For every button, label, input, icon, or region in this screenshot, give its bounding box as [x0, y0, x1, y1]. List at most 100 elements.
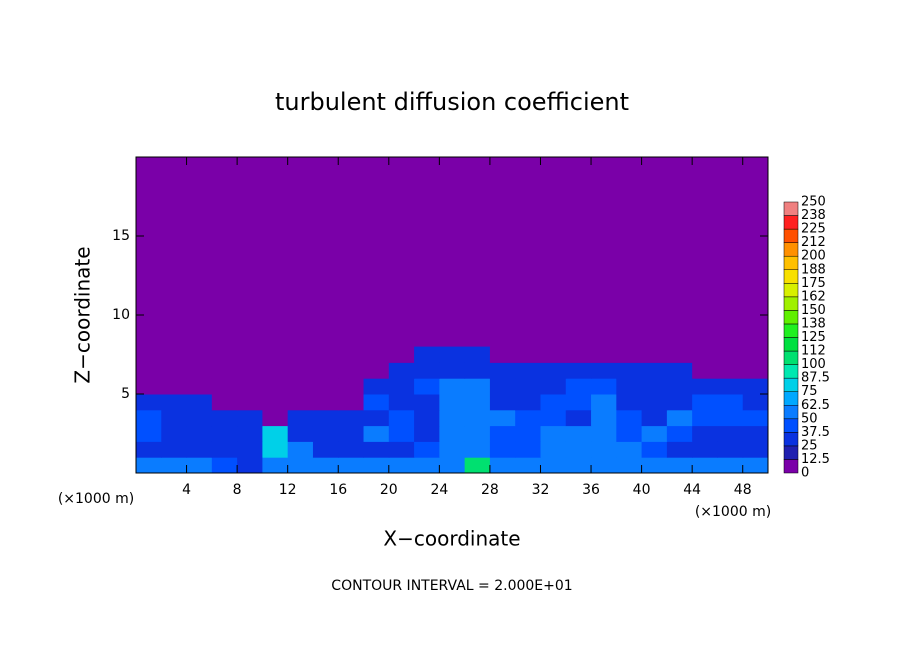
cell	[717, 441, 744, 458]
cell	[338, 457, 365, 474]
cell	[388, 346, 415, 363]
colorbar-band	[783, 391, 799, 406]
cell	[237, 362, 263, 379]
cell	[363, 394, 390, 411]
cell	[692, 425, 718, 442]
cell	[363, 362, 390, 379]
cell	[262, 425, 289, 442]
colorbar-band	[783, 364, 799, 379]
cell	[388, 441, 415, 458]
cell	[464, 346, 491, 363]
colorbar-band	[783, 242, 799, 257]
cell	[692, 362, 718, 379]
cell	[540, 441, 567, 458]
cell	[338, 378, 365, 395]
colorbar-label: 112	[801, 344, 826, 359]
x-unit: (×1000 m)	[695, 504, 771, 520]
cell	[237, 441, 263, 458]
x-tick-label: 32	[532, 482, 550, 498]
cell	[565, 346, 592, 363]
cell	[262, 346, 289, 363]
cell	[414, 441, 440, 458]
y-axis-label: Z−coordinate	[71, 246, 95, 383]
cell	[211, 441, 238, 458]
cell	[186, 362, 213, 379]
cell	[641, 425, 668, 442]
cell	[161, 362, 188, 379]
cell	[540, 425, 567, 442]
cell	[565, 425, 592, 442]
cell	[136, 346, 162, 363]
cell	[439, 409, 466, 427]
colorbar-label: 188	[801, 262, 826, 277]
cell	[666, 378, 693, 395]
cell	[186, 457, 213, 474]
cell	[464, 441, 491, 458]
x-unit: (×1000 m)	[58, 491, 134, 507]
cell	[211, 425, 238, 442]
cell	[136, 457, 162, 474]
cell	[717, 346, 744, 363]
colorbar-label: 238	[801, 208, 826, 223]
x-tick-label: 12	[279, 482, 297, 498]
cell	[211, 409, 238, 427]
colorbar-band	[783, 418, 799, 433]
cell	[186, 346, 213, 363]
cell	[136, 409, 162, 427]
cell	[237, 409, 263, 427]
x-tick-label: 36	[582, 482, 600, 498]
cell	[414, 362, 440, 379]
cell	[591, 409, 617, 427]
cell	[565, 409, 592, 427]
cell	[489, 441, 516, 458]
cell	[515, 457, 541, 474]
y-tick-label: 10	[112, 307, 130, 323]
cell	[641, 457, 668, 474]
colorbar-band	[783, 323, 799, 338]
cell	[363, 457, 390, 474]
cell	[692, 409, 718, 427]
cell	[161, 441, 188, 458]
cell	[186, 378, 213, 395]
cell	[388, 362, 415, 379]
cell	[565, 378, 592, 395]
cell	[414, 425, 440, 442]
cell	[287, 409, 314, 427]
cell	[338, 425, 365, 442]
cell	[464, 378, 491, 395]
cell	[591, 441, 617, 458]
cell	[312, 441, 339, 458]
cell	[414, 378, 440, 395]
colorbar-band	[783, 405, 799, 420]
cell	[742, 362, 769, 379]
colorbar-label: 225	[801, 222, 826, 237]
cell	[489, 409, 516, 427]
colorbar-band	[783, 296, 799, 311]
colorbar-label: 150	[801, 303, 826, 318]
cell	[742, 441, 769, 458]
x-tick-label: 44	[683, 482, 701, 498]
cell	[136, 362, 162, 379]
cell	[464, 362, 491, 379]
cell	[515, 425, 541, 442]
colorbar-label: 0	[801, 466, 809, 481]
cell	[439, 425, 466, 442]
cell	[666, 425, 693, 442]
cell	[717, 409, 744, 427]
cell	[641, 378, 668, 395]
cell	[338, 346, 365, 363]
cell	[262, 441, 289, 458]
cell	[565, 362, 592, 379]
cell	[363, 346, 390, 363]
cell	[312, 457, 339, 474]
cell	[287, 346, 314, 363]
x-tick-label: 4	[182, 482, 191, 498]
cell	[186, 441, 213, 458]
cell	[312, 409, 339, 427]
cell	[717, 425, 744, 442]
colorbar-label: 100	[801, 357, 826, 372]
cell	[742, 457, 769, 474]
cell	[262, 362, 289, 379]
cell	[237, 425, 263, 442]
